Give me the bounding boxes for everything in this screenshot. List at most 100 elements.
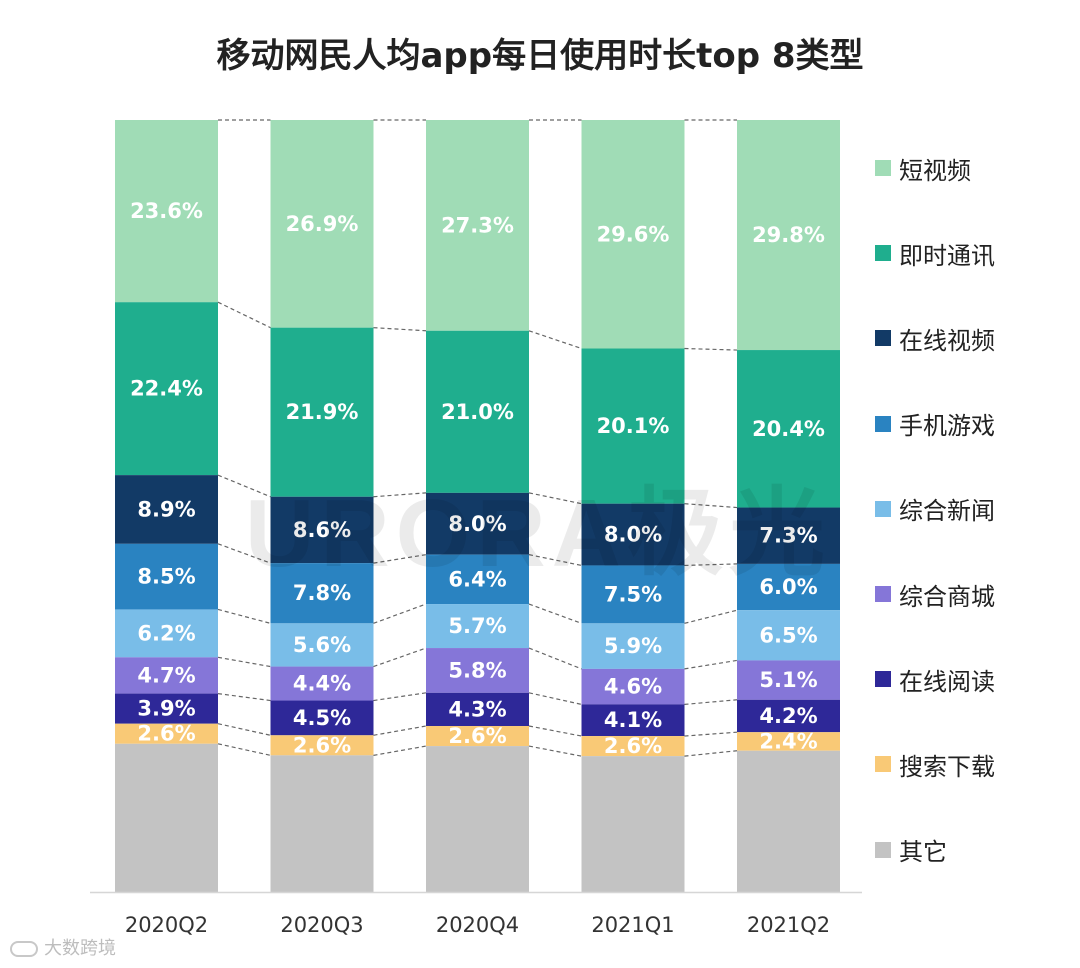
bar-segment-2021Q2-综合商城 [737, 660, 840, 700]
bar-segment-2021Q2-综合新闻 [737, 610, 840, 661]
connector-line [528, 647, 582, 670]
bar-segment-2020Q2-搜索下载 [115, 723, 218, 744]
connector-line [373, 745, 427, 756]
x-tick-label: 2021Q2 [747, 913, 830, 937]
bar-segment-2021Q1-其它 [581, 756, 685, 892]
data-label: 21.0% [441, 400, 514, 424]
bar-segment-2020Q3-搜索下载 [270, 735, 374, 756]
bar-segment-2021Q2-其它 [737, 750, 840, 892]
data-label: 5.8% [448, 658, 506, 682]
connector-line [217, 474, 271, 498]
legend-swatch [875, 500, 891, 517]
bar-segment-2020Q3-手机游戏 [270, 563, 374, 624]
bar-segment-2021Q2-在线视频 [737, 507, 840, 564]
x-tick-label: 2020Q3 [280, 913, 363, 937]
x-tick-label: 2020Q4 [436, 913, 519, 937]
connector-line [528, 692, 582, 705]
bar-segment-2020Q4-在线阅读 [426, 692, 529, 727]
data-label: 4.4% [293, 672, 351, 696]
data-label: 23.6% [130, 199, 203, 223]
legend-label: 综合商城 [899, 582, 995, 611]
legend-item-搜索下载: 搜索下载 [875, 750, 995, 781]
bar-segment-2020Q3-在线视频 [270, 496, 374, 564]
legend-swatch [875, 671, 891, 688]
data-label: 8.9% [137, 497, 195, 521]
bar-segment-2020Q2-在线视频 [115, 475, 218, 544]
bar-segment-2021Q2-即时通讯 [737, 350, 840, 508]
data-label: 7.8% [293, 581, 351, 605]
connector-line [217, 656, 271, 668]
connector-line [528, 554, 582, 567]
data-label: 2.6% [604, 734, 662, 758]
legend-swatch [875, 841, 891, 858]
data-label: 4.6% [604, 675, 662, 699]
bar-segment-2020Q3-其它 [270, 755, 374, 892]
legend-item-综合商城: 综合商城 [875, 580, 995, 611]
bar-segment-2020Q3-综合商城 [270, 666, 374, 701]
connector-line [373, 647, 427, 668]
data-label: 4.7% [137, 663, 195, 687]
bar-segment-2020Q3-短视频 [270, 120, 374, 328]
data-label: 5.9% [604, 634, 662, 658]
bar-segment-2021Q1-综合新闻 [581, 623, 685, 669]
legend-swatch [875, 415, 891, 432]
connector-line [528, 725, 582, 737]
connector-line [684, 731, 738, 737]
data-label: 8.5% [137, 565, 195, 589]
bar-segment-2021Q1-综合商城 [581, 668, 685, 705]
connector-line [217, 301, 271, 329]
data-label: 6.4% [448, 567, 506, 591]
bar-segment-2020Q2-综合新闻 [115, 609, 218, 658]
legend-label: 在线阅读 [899, 667, 995, 696]
data-label: 22.4% [130, 377, 203, 401]
x-tick-label: 2020Q2 [125, 913, 208, 937]
connector-line [528, 745, 582, 757]
data-label: 5.6% [293, 633, 351, 657]
connector-line [373, 603, 427, 624]
data-label: 29.6% [597, 222, 670, 246]
connector-line [373, 327, 427, 332]
bar-segment-2020Q4-短视频 [426, 120, 529, 331]
source-logo-icon [10, 941, 38, 957]
connector-line [684, 563, 738, 567]
data-label: 29.8% [752, 223, 825, 247]
connector-line [373, 692, 427, 702]
data-label: 8.0% [604, 523, 662, 547]
bar-segment-2021Q1-在线阅读 [581, 704, 685, 737]
bar-segment-2020Q4-综合商城 [426, 648, 529, 693]
bar-segment-2020Q4-在线视频 [426, 492, 529, 555]
x-tick-label: 2021Q1 [591, 913, 674, 937]
legend-label: 短视频 [899, 156, 971, 185]
data-label: 2.6% [448, 724, 506, 748]
legend-label: 综合新闻 [899, 497, 995, 526]
data-label: 20.4% [752, 417, 825, 441]
bar-segment-2020Q2-其它 [115, 743, 218, 892]
connector-line [373, 725, 427, 736]
bar-segment-2021Q1-即时通讯 [581, 348, 685, 504]
connector-line [684, 609, 738, 624]
legend-swatch [875, 756, 891, 773]
bar-segment-2021Q1-在线视频 [581, 503, 685, 566]
connector-line [528, 330, 582, 350]
connector-line [217, 723, 271, 736]
bar-segment-2020Q2-手机游戏 [115, 543, 218, 610]
data-label: 20.1% [597, 414, 670, 438]
connector-line [217, 693, 271, 702]
bar-segment-2021Q2-短视频 [737, 120, 840, 351]
bar-segment-2020Q4-手机游戏 [426, 554, 529, 605]
legend-item-即时通讯: 即时通讯 [875, 239, 995, 270]
data-label: 3.9% [137, 697, 195, 721]
bar-segment-2020Q2-即时通讯 [115, 302, 218, 476]
bar-segment-2020Q2-短视频 [115, 120, 218, 303]
legend-item-综合新闻: 综合新闻 [875, 495, 995, 525]
connector-line [528, 492, 582, 505]
bar-segment-2021Q2-搜索下载 [737, 732, 840, 751]
data-label: 26.9% [286, 212, 359, 236]
bar-segment-2020Q3-即时通讯 [270, 327, 374, 497]
data-label: 7.5% [604, 582, 662, 606]
data-label: 2.4% [759, 729, 817, 753]
data-label: 8.0% [448, 512, 506, 536]
legend-swatch [875, 245, 891, 262]
legend-item-在线阅读: 在线阅读 [875, 665, 995, 696]
